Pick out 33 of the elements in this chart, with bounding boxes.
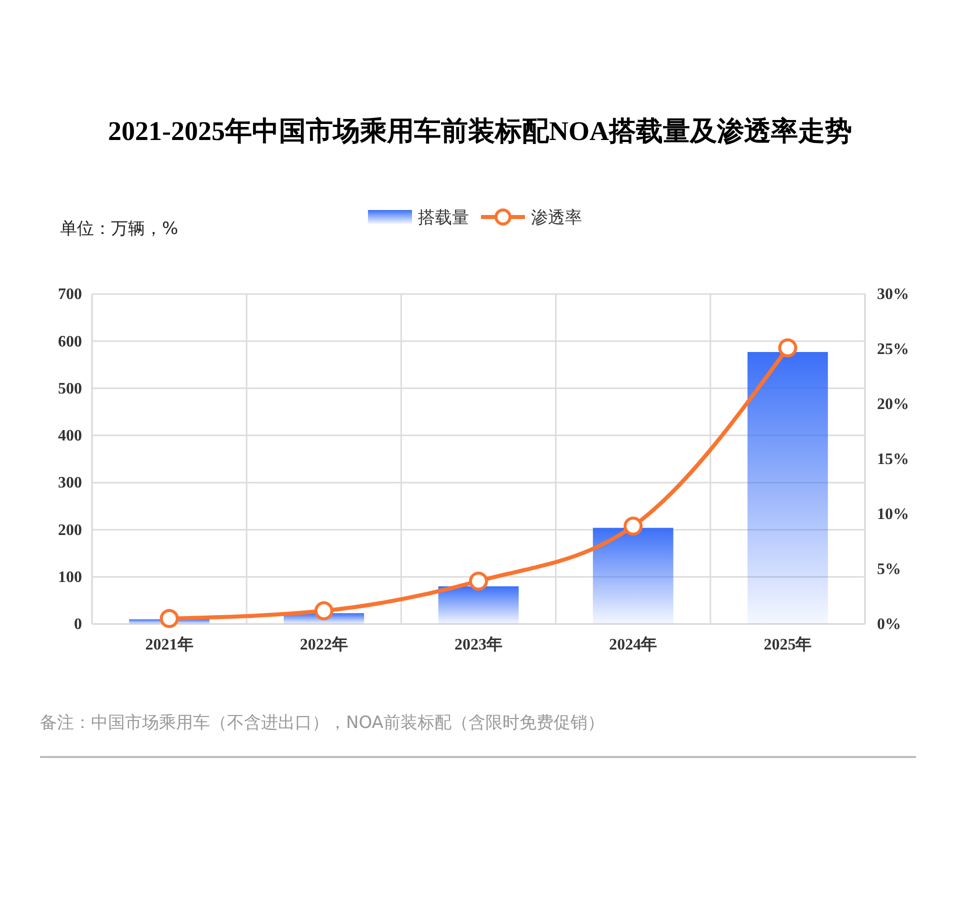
y-tick-label: 200 <box>58 522 82 539</box>
x-tick-label: 2025年 <box>764 635 812 654</box>
y2-tick-label: 30% <box>877 286 909 304</box>
bar <box>592 528 674 624</box>
y2-tick-label: 15% <box>877 451 909 468</box>
y-tick-label: 600 <box>58 333 82 350</box>
y-tick-label: 700 <box>58 286 82 304</box>
y-tick-label: 500 <box>58 380 82 398</box>
y2-tick-label: 20% <box>877 396 909 414</box>
chart-title: 2021-2025年中国市场乘用车前装标配NOA搭载量及渗透率走势 <box>108 116 852 146</box>
text: 备注：中国市场乘用车（不含进出口），NOA前装标配（含限时免费促销） <box>40 713 604 733</box>
y2-tick-label: 25% <box>877 341 909 358</box>
y-tick-label: 100 <box>58 568 82 586</box>
bar <box>438 586 519 624</box>
y2-tick-label: 0% <box>877 616 901 634</box>
point <box>314 601 334 620</box>
legend-label: 渗透率 <box>531 208 582 228</box>
x-tick-label: 2021年 <box>145 635 194 654</box>
point <box>778 338 798 358</box>
point <box>160 609 179 628</box>
bar <box>748 352 828 624</box>
legend-label: 搭载量 <box>418 208 469 228</box>
x-tick-label: 2022年 <box>300 635 348 654</box>
point <box>624 516 643 536</box>
x-tick-label: 2024年 <box>609 635 658 654</box>
point <box>469 572 488 591</box>
x-tick-label: 2023年 <box>454 635 502 654</box>
y-tick-label: 300 <box>58 474 82 492</box>
y2-tick-label: 5% <box>877 561 901 578</box>
text: 单位：万辆，% <box>60 219 178 239</box>
y2-tick-label: 10% <box>877 506 909 524</box>
y-tick-label: 400 <box>58 428 82 445</box>
y-tick-label: 0 <box>74 616 82 634</box>
